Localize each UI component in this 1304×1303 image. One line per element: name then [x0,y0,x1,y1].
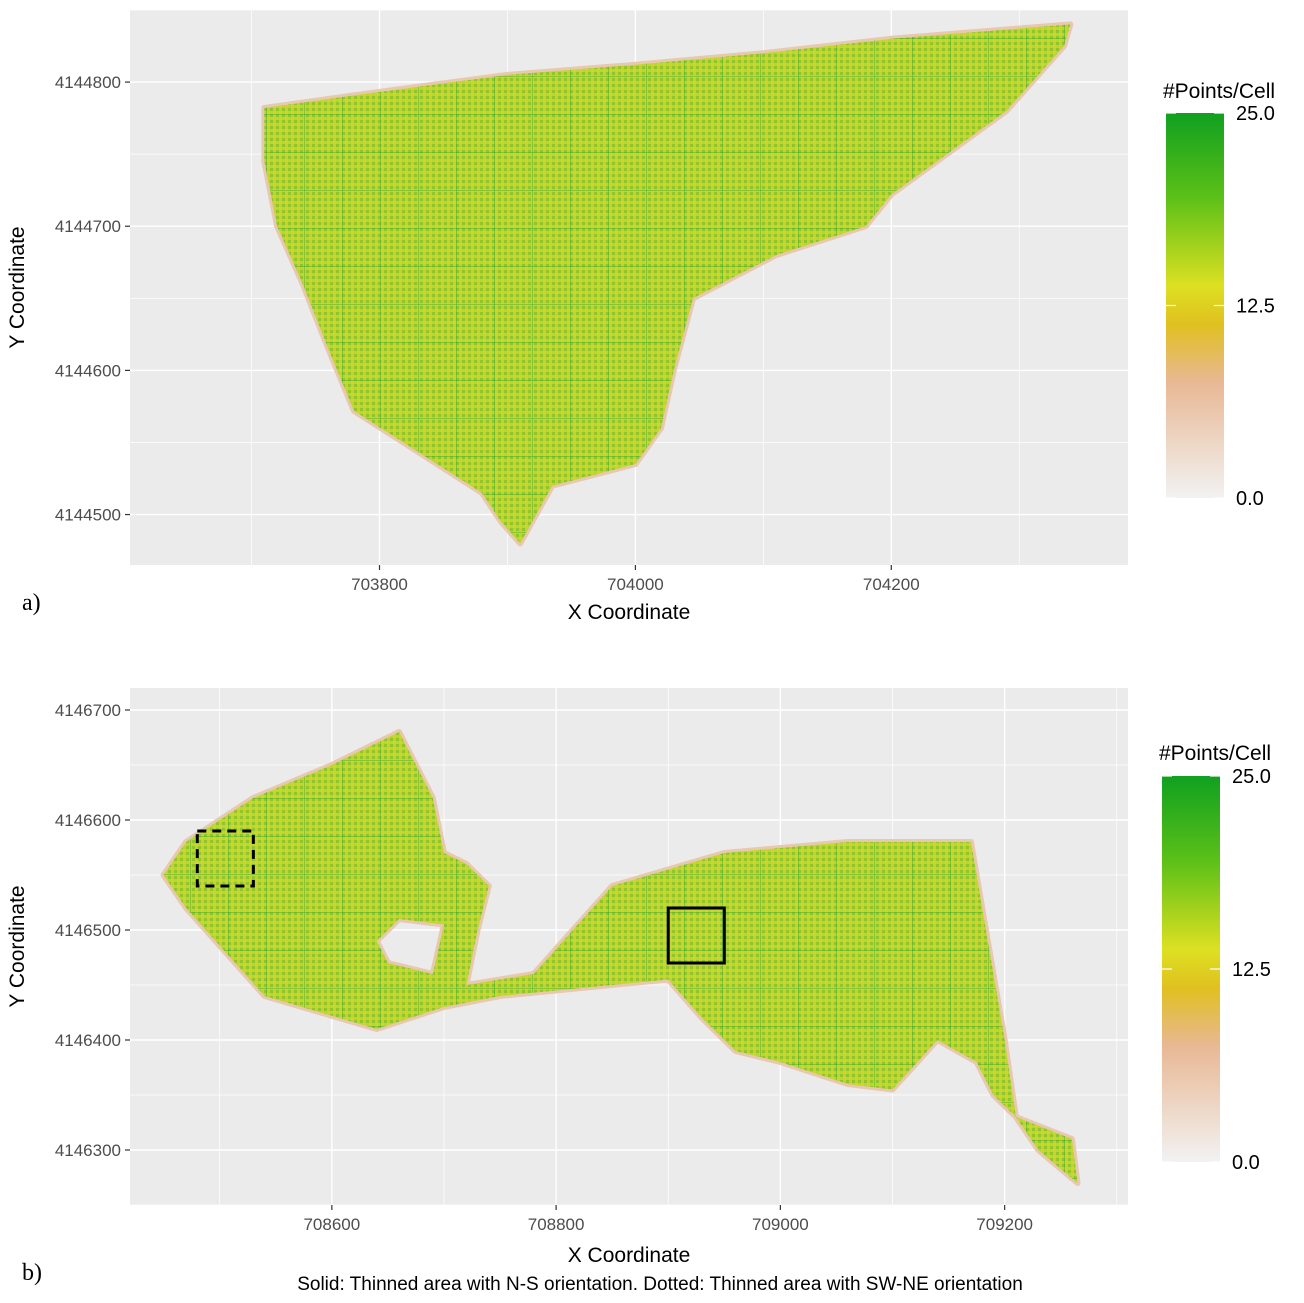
y-tick-label: 4144800 [55,73,121,92]
x-tick-label: 709000 [752,1215,809,1234]
legend: #Points/Cell 25.0 12.5 0.0 [1159,742,1271,1174]
density-region [160,729,1081,1186]
x-tick-label: 704000 [607,575,664,594]
region-flightlines [264,24,1071,544]
y-tick-label: 4144700 [55,217,121,236]
x-axis-ticks: 703800 704000 704200 [351,565,920,594]
y-tick-label: 4144500 [55,506,121,525]
x-axis-title: X Coordinate [568,1244,691,1267]
x-tick-label: 704200 [863,575,920,594]
solid-box [666,906,726,965]
legend-tick-label: 12.5 [1232,959,1271,981]
legend-tick-label: 25.0 [1232,766,1271,788]
panel-a: 4144500 4144600 4144700 4144800 703800 70400… [6,9,1275,624]
x-axis-title: X Coordinate [568,601,691,624]
y-axis-title: Y Coordinate [6,226,29,348]
y-axis-ticks: 4144500 4144600 4144700 4144800 [55,73,130,525]
legend-title: #Points/Cell [1159,742,1271,765]
figure-caption: Solid: Thinned area with N-S orientation… [297,1274,1023,1295]
region-flightlines [163,732,1078,1183]
highlight-boxes [195,829,726,965]
x-tick-label: 709200 [976,1215,1033,1234]
y-tick-label: 4146500 [55,921,121,940]
legend: #Points/Cell 25.0 12.5 0.0 [1163,80,1275,510]
y-tick-label: 4146600 [55,811,121,830]
y-tick-label: 4146700 [55,701,121,720]
legend-tick-label: 12.5 [1236,296,1275,318]
y-axis-title: Y Coordinate [6,885,29,1007]
y-tick-label: 4144600 [55,361,121,380]
x-tick-label: 708600 [303,1215,360,1234]
x-axis-ticks: 708600 708800 709000 709200 [303,1205,1033,1234]
legend-tick-label: 25.0 [1236,103,1275,125]
y-tick-label: 4146400 [55,1031,121,1050]
legend-tick-label: 0.0 [1236,488,1264,510]
panel-label: b) [22,1260,42,1286]
panel-label: a) [22,590,41,616]
panel-b: 4146300 4146400 4146500 4146600 4146700 7086… [6,688,1271,1286]
x-tick-label: 708800 [528,1215,585,1234]
density-region [261,21,1074,547]
x-tick-label: 703800 [351,575,408,594]
dotted-box [195,829,255,888]
legend-tick-label: 0.0 [1232,1152,1260,1174]
y-tick-label: 4146300 [55,1141,121,1160]
legend-title: #Points/Cell [1163,80,1275,103]
y-axis-ticks: 4146300 4146400 4146500 4146600 4146700 [55,701,130,1160]
